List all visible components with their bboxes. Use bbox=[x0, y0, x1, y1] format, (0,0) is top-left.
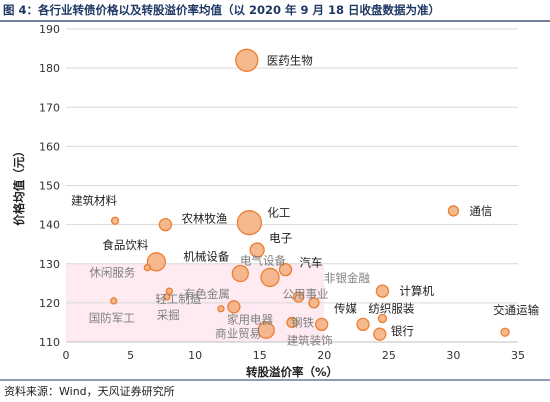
y-tick-label: 130 bbox=[39, 258, 60, 271]
data-label: 化工 bbox=[267, 206, 290, 220]
y-tick-label: 150 bbox=[39, 180, 60, 193]
data-point bbox=[227, 300, 241, 314]
y-tick-label: 180 bbox=[39, 62, 60, 75]
data-label: 传媒 bbox=[334, 301, 357, 315]
data-label: 商业贸易 bbox=[215, 326, 261, 340]
x-tick-label: 35 bbox=[511, 349, 525, 362]
x-tick-label: 20 bbox=[317, 349, 331, 362]
data-label: 建筑材料 bbox=[71, 194, 117, 208]
data-label: 家用电器 bbox=[227, 313, 273, 327]
y-tick-label: 160 bbox=[39, 140, 60, 153]
x-tick-label: 30 bbox=[446, 349, 460, 362]
y-tick-label: 120 bbox=[39, 297, 60, 310]
data-label: 机械设备 bbox=[183, 250, 229, 264]
data-point bbox=[158, 217, 173, 232]
y-tick-label: 170 bbox=[39, 101, 60, 114]
y-tick-label: 110 bbox=[39, 336, 60, 349]
data-label: 农林牧渔 bbox=[181, 212, 227, 226]
data-label: 银行 bbox=[391, 324, 414, 338]
data-point bbox=[315, 317, 329, 332]
data-label: 食品饮料 bbox=[102, 238, 148, 252]
y-tick-label: 190 bbox=[39, 23, 60, 36]
data-label: 医药生物 bbox=[267, 53, 313, 67]
data-point bbox=[292, 291, 305, 303]
data-label: 休闲服务 bbox=[89, 266, 135, 280]
data-label: 建筑装饰 bbox=[287, 333, 333, 347]
x-tick-label: 0 bbox=[63, 349, 70, 362]
data-label: 计算机 bbox=[399, 284, 434, 298]
data-label: 电气设备 bbox=[240, 253, 286, 267]
source-note: 资料来源：Wind，天风证券研究所 bbox=[4, 385, 175, 398]
data-point bbox=[257, 321, 275, 339]
x-tick-label: 5 bbox=[127, 349, 134, 362]
data-point bbox=[500, 327, 510, 337]
data-label: 公用事业 bbox=[282, 287, 328, 301]
data-label: 钢铁 bbox=[291, 315, 314, 329]
x-tick-label: 10 bbox=[188, 349, 202, 362]
data-point bbox=[165, 287, 173, 295]
data-point bbox=[110, 216, 120, 225]
chart-title: 图 4：各行业转债价格以及转股溢价率均值（以 2020 年 9 月 18 日收盘… bbox=[3, 3, 440, 17]
x-axis-label: 转股溢价率（%） bbox=[246, 365, 338, 379]
data-point bbox=[146, 252, 167, 272]
data-point bbox=[356, 317, 370, 332]
data-label: 汽车 bbox=[300, 256, 323, 270]
x-tick-label: 25 bbox=[382, 349, 396, 362]
data-point bbox=[260, 267, 280, 288]
data-point bbox=[278, 262, 293, 277]
data-point bbox=[373, 327, 387, 341]
data-label: 采掘 bbox=[157, 308, 180, 322]
data-point bbox=[236, 210, 263, 236]
data-point bbox=[143, 264, 152, 272]
data-point bbox=[377, 313, 388, 324]
data-label: 交通运输 bbox=[493, 303, 539, 317]
data-point bbox=[110, 297, 118, 305]
data-point bbox=[286, 316, 298, 329]
data-label: 纺织服装 bbox=[368, 302, 414, 316]
data-label: 轻工制造 bbox=[155, 292, 201, 306]
data-label: 非银金融 bbox=[324, 271, 370, 285]
x-tick-label: 15 bbox=[253, 349, 267, 362]
data-point bbox=[375, 284, 390, 298]
data-point bbox=[249, 242, 265, 258]
data-label: 有色金属 bbox=[184, 287, 230, 301]
data-label: 通信 bbox=[469, 204, 492, 218]
y-tick-label: 140 bbox=[39, 219, 60, 232]
data-label: 电子 bbox=[269, 231, 292, 245]
data-point bbox=[235, 48, 259, 72]
data-point bbox=[217, 305, 225, 313]
data-label: 国防军工 bbox=[89, 311, 135, 325]
data-point bbox=[163, 293, 171, 301]
y-axis-label: 价格均值（元） bbox=[12, 145, 26, 226]
data-point bbox=[447, 205, 460, 217]
plot-area: 110 120 130 140 150 160 170 180 190 0 5 10 15 20 25 30 3… bbox=[12, 23, 540, 379]
data-point bbox=[231, 264, 249, 283]
data-point bbox=[308, 297, 320, 309]
